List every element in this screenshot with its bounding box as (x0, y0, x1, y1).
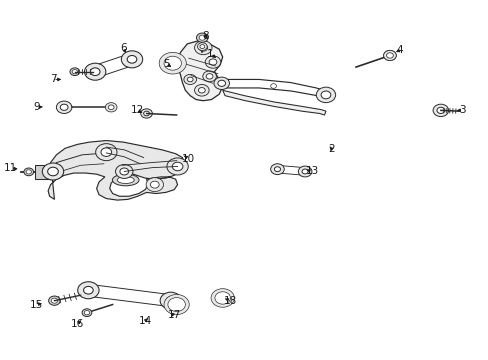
Circle shape (199, 44, 207, 51)
Polygon shape (48, 140, 183, 200)
Circle shape (165, 297, 175, 305)
Circle shape (203, 71, 216, 82)
Circle shape (316, 87, 335, 103)
Text: 15: 15 (29, 300, 42, 310)
Circle shape (218, 295, 226, 301)
Circle shape (70, 68, 80, 76)
Circle shape (215, 292, 230, 304)
Circle shape (432, 104, 447, 117)
Text: 6: 6 (120, 44, 126, 54)
Circle shape (163, 294, 189, 315)
Circle shape (84, 311, 89, 315)
Text: 12: 12 (131, 105, 144, 116)
Text: 16: 16 (70, 319, 83, 329)
Circle shape (127, 55, 137, 63)
Circle shape (196, 33, 208, 42)
Text: 14: 14 (138, 316, 151, 326)
Text: 7: 7 (50, 75, 56, 85)
Text: 2: 2 (328, 144, 334, 154)
Circle shape (194, 85, 209, 96)
Circle shape (199, 35, 205, 40)
Circle shape (383, 50, 395, 60)
Text: 9: 9 (34, 102, 40, 112)
Circle shape (198, 87, 205, 93)
Circle shape (105, 103, 117, 112)
Circle shape (217, 80, 225, 86)
Circle shape (215, 292, 230, 304)
Circle shape (48, 296, 60, 305)
Circle shape (187, 77, 193, 82)
Text: 1: 1 (207, 49, 213, 59)
Circle shape (47, 167, 58, 176)
Circle shape (56, 101, 72, 113)
Circle shape (200, 45, 204, 49)
Circle shape (183, 75, 196, 85)
Polygon shape (222, 90, 325, 115)
Circle shape (26, 170, 31, 174)
Circle shape (194, 41, 212, 55)
FancyBboxPatch shape (35, 165, 52, 179)
Circle shape (167, 298, 185, 311)
Circle shape (78, 282, 99, 299)
Circle shape (383, 50, 395, 60)
Circle shape (90, 68, 100, 76)
Circle shape (72, 69, 77, 74)
Circle shape (166, 158, 188, 175)
Circle shape (143, 111, 149, 116)
Circle shape (274, 167, 280, 172)
Circle shape (197, 43, 207, 50)
Circle shape (436, 107, 444, 113)
Text: 17: 17 (167, 310, 181, 320)
Circle shape (163, 56, 181, 70)
Text: 5: 5 (163, 59, 170, 69)
Text: 8: 8 (202, 31, 208, 41)
Circle shape (172, 301, 181, 308)
Circle shape (150, 181, 159, 188)
Circle shape (163, 56, 181, 70)
Circle shape (84, 63, 105, 80)
Circle shape (159, 52, 186, 74)
Circle shape (206, 74, 213, 79)
Circle shape (270, 164, 284, 175)
Circle shape (209, 59, 216, 65)
Circle shape (51, 298, 58, 303)
Circle shape (211, 289, 234, 307)
Circle shape (386, 53, 393, 58)
Circle shape (60, 104, 68, 111)
Circle shape (146, 178, 163, 192)
Text: 18: 18 (223, 296, 236, 306)
Circle shape (205, 56, 220, 68)
Circle shape (24, 168, 34, 176)
Circle shape (101, 148, 111, 156)
Circle shape (115, 165, 133, 179)
Circle shape (302, 169, 307, 174)
Circle shape (160, 292, 181, 309)
Circle shape (82, 309, 92, 316)
Circle shape (167, 298, 185, 311)
Text: 4: 4 (395, 45, 402, 55)
Circle shape (386, 53, 392, 58)
Circle shape (108, 105, 114, 109)
Circle shape (141, 109, 152, 118)
Circle shape (298, 166, 311, 177)
Circle shape (321, 91, 330, 99)
Polygon shape (177, 41, 222, 101)
Circle shape (121, 51, 142, 68)
Circle shape (214, 77, 229, 90)
Circle shape (96, 144, 117, 161)
Text: 11: 11 (4, 163, 18, 174)
Text: 10: 10 (182, 154, 195, 164)
Circle shape (172, 162, 183, 171)
Ellipse shape (112, 174, 139, 186)
Ellipse shape (117, 176, 134, 184)
Circle shape (42, 163, 63, 180)
Circle shape (83, 287, 93, 294)
Circle shape (168, 60, 177, 67)
Circle shape (120, 168, 128, 175)
Text: 3: 3 (458, 105, 465, 116)
Text: 13: 13 (305, 166, 318, 176)
